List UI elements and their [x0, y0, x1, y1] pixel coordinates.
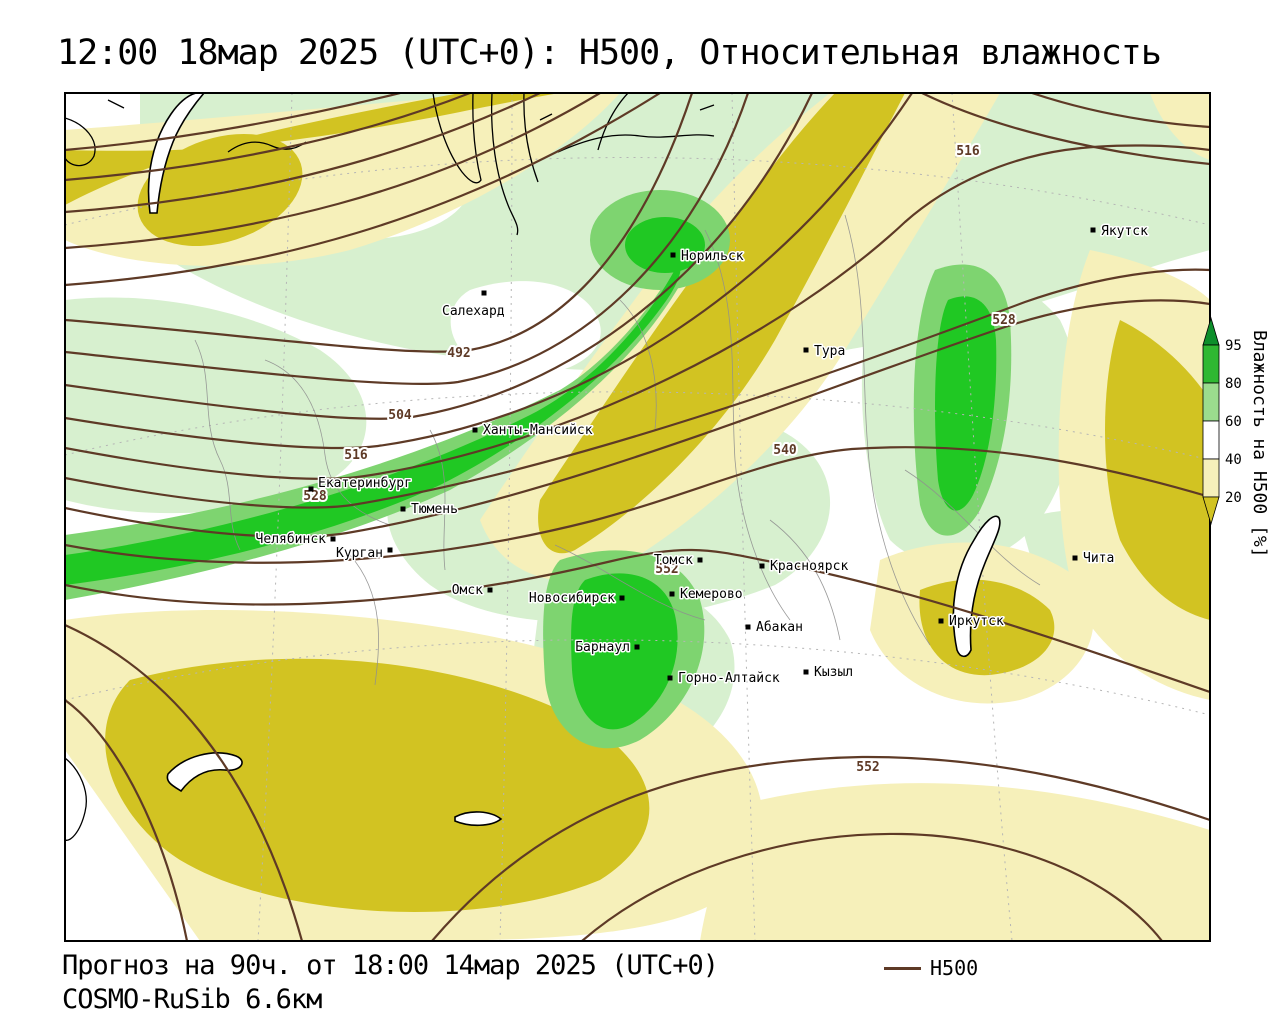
city-label: Кызыл	[814, 665, 853, 680]
city-marker	[667, 675, 673, 681]
colorbar-band-60-40	[1202, 420, 1220, 460]
city-marker	[481, 290, 487, 296]
city-marker	[619, 595, 625, 601]
city-marker	[759, 563, 765, 569]
city-label: Тура	[814, 344, 845, 359]
city-label: Курган	[336, 546, 383, 561]
colorbar-ticks: 95 80 60 40 20	[1225, 338, 1242, 506]
colorbar-tick-label: 60	[1225, 414, 1242, 430]
colorbar-axis-label: Влажность на H500 [%]	[1249, 330, 1270, 558]
colorbar-tick-label: 40	[1225, 452, 1242, 468]
forecast-info-line: Прогноз на 90ч. от 18:00 14мар 2025 (UTC…	[62, 950, 719, 981]
city-label: Горно-Алтайск	[678, 671, 780, 686]
colorbar-tick-label: 20	[1225, 490, 1242, 506]
city-marker	[387, 547, 393, 553]
contour-value-label: 540	[773, 443, 797, 458]
city-label: Челябинск	[256, 532, 327, 547]
city-label: Екатеринбург	[318, 476, 412, 491]
humidity-shading-layer	[65, 93, 1210, 941]
contour-labels: 492 504 516 528 516 528 540 552 552	[301, 142, 1018, 777]
map-content: 492 504 516 528 516 528 540 552 552 Норильск Сале…	[65, 93, 1210, 941]
legend-label: H500	[930, 956, 979, 980]
city-marker	[670, 252, 676, 258]
colorbar: 95 80 60 40 20 Влажность на H500 [%]	[1202, 316, 1270, 558]
colorbar-arrow-bottom	[1202, 496, 1220, 526]
contour-value-label: 504	[388, 408, 412, 423]
city-label: Ханты-Мансийск	[483, 423, 593, 438]
contour-value-label: 528	[303, 489, 327, 504]
city-label: Салехард	[442, 304, 505, 319]
colorbar-band-95-80	[1202, 344, 1220, 384]
map-title: 12:00 18мар 2025 (UTC+0): H500, Относите…	[57, 33, 1162, 73]
contour-value-label: 528	[992, 313, 1016, 328]
domain-corner-mask	[65, 750, 200, 941]
colorbar-tick-label: 80	[1225, 376, 1242, 392]
city-marker	[472, 427, 478, 433]
contour-value-label: 552	[655, 562, 678, 577]
contour-value-label: 492	[447, 346, 470, 361]
colorbar-tick-label: 95	[1225, 338, 1242, 354]
city-marker	[697, 557, 703, 563]
city-label: Чита	[1083, 551, 1114, 566]
city-marker	[745, 624, 751, 630]
legend-h500: H500	[884, 956, 978, 980]
city-marker	[669, 591, 675, 597]
city-label: Якутск	[1101, 224, 1148, 239]
city-marker	[938, 618, 944, 624]
city-label: Норильск	[681, 249, 744, 264]
city-label: Иркутск	[949, 614, 1004, 629]
city-label: Кемерово	[680, 587, 743, 602]
contour-value-label: 516	[956, 144, 980, 159]
city-label: Абакан	[756, 620, 803, 635]
city-marker	[634, 644, 640, 650]
city-marker	[487, 587, 493, 593]
city-label: Томск	[654, 553, 693, 568]
city-marker	[330, 536, 336, 542]
city-marker	[1090, 227, 1096, 233]
admin-borders	[194, 214, 1041, 686]
city-marker	[400, 506, 406, 512]
colorbar-band-80-60	[1202, 382, 1220, 422]
h500-contour-lines	[65, 93, 1210, 941]
city-label: Омск	[452, 583, 483, 598]
city-label: Новосибирск	[529, 591, 615, 606]
city-marker	[803, 347, 809, 353]
city-marker	[308, 486, 314, 492]
legend-line-sample	[884, 966, 921, 970]
city-markers: Норильск Салехард Тура Якутск Ханты-Мансийск…	[254, 223, 1150, 688]
graticule-lines	[65, 93, 1210, 941]
contour-value-label: 516	[344, 448, 368, 463]
model-info-line: COSMO-RuSib 6.6км	[62, 984, 322, 1015]
city-marker	[803, 669, 809, 675]
contour-value-label: 552	[856, 760, 879, 775]
city-label: Тюмень	[411, 502, 458, 517]
city-label: Красноярск	[770, 559, 848, 574]
colorbar-band-40-20	[1202, 458, 1220, 498]
city-label: Барнаул	[575, 640, 630, 655]
city-marker	[1072, 555, 1078, 561]
